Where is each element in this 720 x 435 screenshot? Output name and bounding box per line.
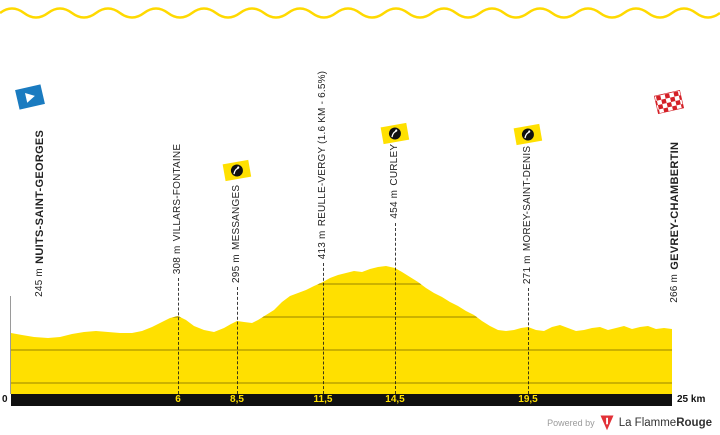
footer: Powered by La FlammeRouge bbox=[0, 415, 712, 431]
waypoint-elevation: 308 m bbox=[172, 245, 183, 274]
km-tick-19-5: 19,5 bbox=[518, 394, 538, 405]
climb-flag-icon bbox=[380, 122, 410, 145]
waypoint-label-villars-fontaine: 308 m VILLARS-FONTAINE bbox=[171, 144, 185, 274]
leader-morey-saint-denis bbox=[528, 288, 529, 394]
powered-by-label: Powered by bbox=[547, 418, 595, 428]
waypoint-name: VILLARS-FONTAINE bbox=[172, 143, 183, 242]
distance-bar bbox=[11, 394, 672, 406]
waypoint-name: REULLE-VERGY (1.6 KM - 6.5%) bbox=[317, 70, 328, 227]
km-tick-6: 6 bbox=[175, 394, 181, 405]
start-axis-line bbox=[10, 296, 11, 394]
waypoint-label-curley: 454 m CURLEY bbox=[388, 144, 402, 219]
start-elevation: 245 m bbox=[34, 268, 45, 297]
waypoint-name: CURLEY bbox=[389, 144, 400, 187]
finish-flag-icon bbox=[653, 89, 685, 115]
start-label: 245 m NUITS-SAINT-GEORGES bbox=[33, 130, 47, 297]
flammerouge-logo-icon bbox=[600, 415, 614, 431]
start-name: NUITS-SAINT-GEORGES bbox=[34, 130, 46, 265]
leader-curley bbox=[395, 223, 396, 394]
climb-flag-icon bbox=[222, 159, 252, 182]
km-tick-14-5: 14,5 bbox=[385, 394, 405, 405]
waypoint-elevation: 295 m bbox=[231, 254, 242, 283]
waypoint-elevation: 271 m bbox=[522, 255, 533, 284]
km-tick-start: 0 bbox=[2, 394, 8, 405]
leader-villars-fontaine bbox=[178, 278, 179, 394]
waypoint-label-messanges: 295 m MESSANGES bbox=[230, 185, 244, 283]
finish-label: 266 m GEVREY-CHAMBERTIN bbox=[668, 142, 682, 303]
brand-bold: Rouge bbox=[676, 417, 712, 429]
leader-messanges bbox=[237, 287, 238, 394]
km-tick-11-5: 11,5 bbox=[313, 394, 333, 405]
elevation-area bbox=[11, 266, 672, 394]
km-tick-8-5: 8,5 bbox=[230, 394, 244, 405]
waypoint-label-reulle-vergy: 413 m REULLE-VERGY (1.6 KM - 6.5%) bbox=[316, 71, 330, 259]
top-wave-decoration bbox=[0, 7, 720, 19]
finish-name: GEVREY-CHAMBERTIN bbox=[669, 142, 681, 271]
waypoint-name: MESSANGES bbox=[231, 185, 242, 251]
waypoint-name: MOREY-SAINT-DENIS bbox=[522, 145, 533, 252]
brand-regular: La Flamme bbox=[618, 417, 677, 429]
waypoint-elevation: 454 m bbox=[389, 190, 400, 219]
finish-elevation: 266 m bbox=[669, 274, 680, 303]
leader-reulle-vergy bbox=[323, 263, 324, 394]
climb-flag-icon bbox=[513, 123, 543, 146]
start-flag-icon bbox=[15, 84, 45, 110]
brand-name[interactable]: La FlammeRouge bbox=[619, 417, 712, 429]
waypoint-label-morey-saint-denis: 271 m MOREY-SAINT-DENIS bbox=[521, 146, 535, 284]
waypoint-elevation: 413 m bbox=[317, 230, 328, 259]
km-tick-end: 25 km bbox=[677, 394, 706, 405]
